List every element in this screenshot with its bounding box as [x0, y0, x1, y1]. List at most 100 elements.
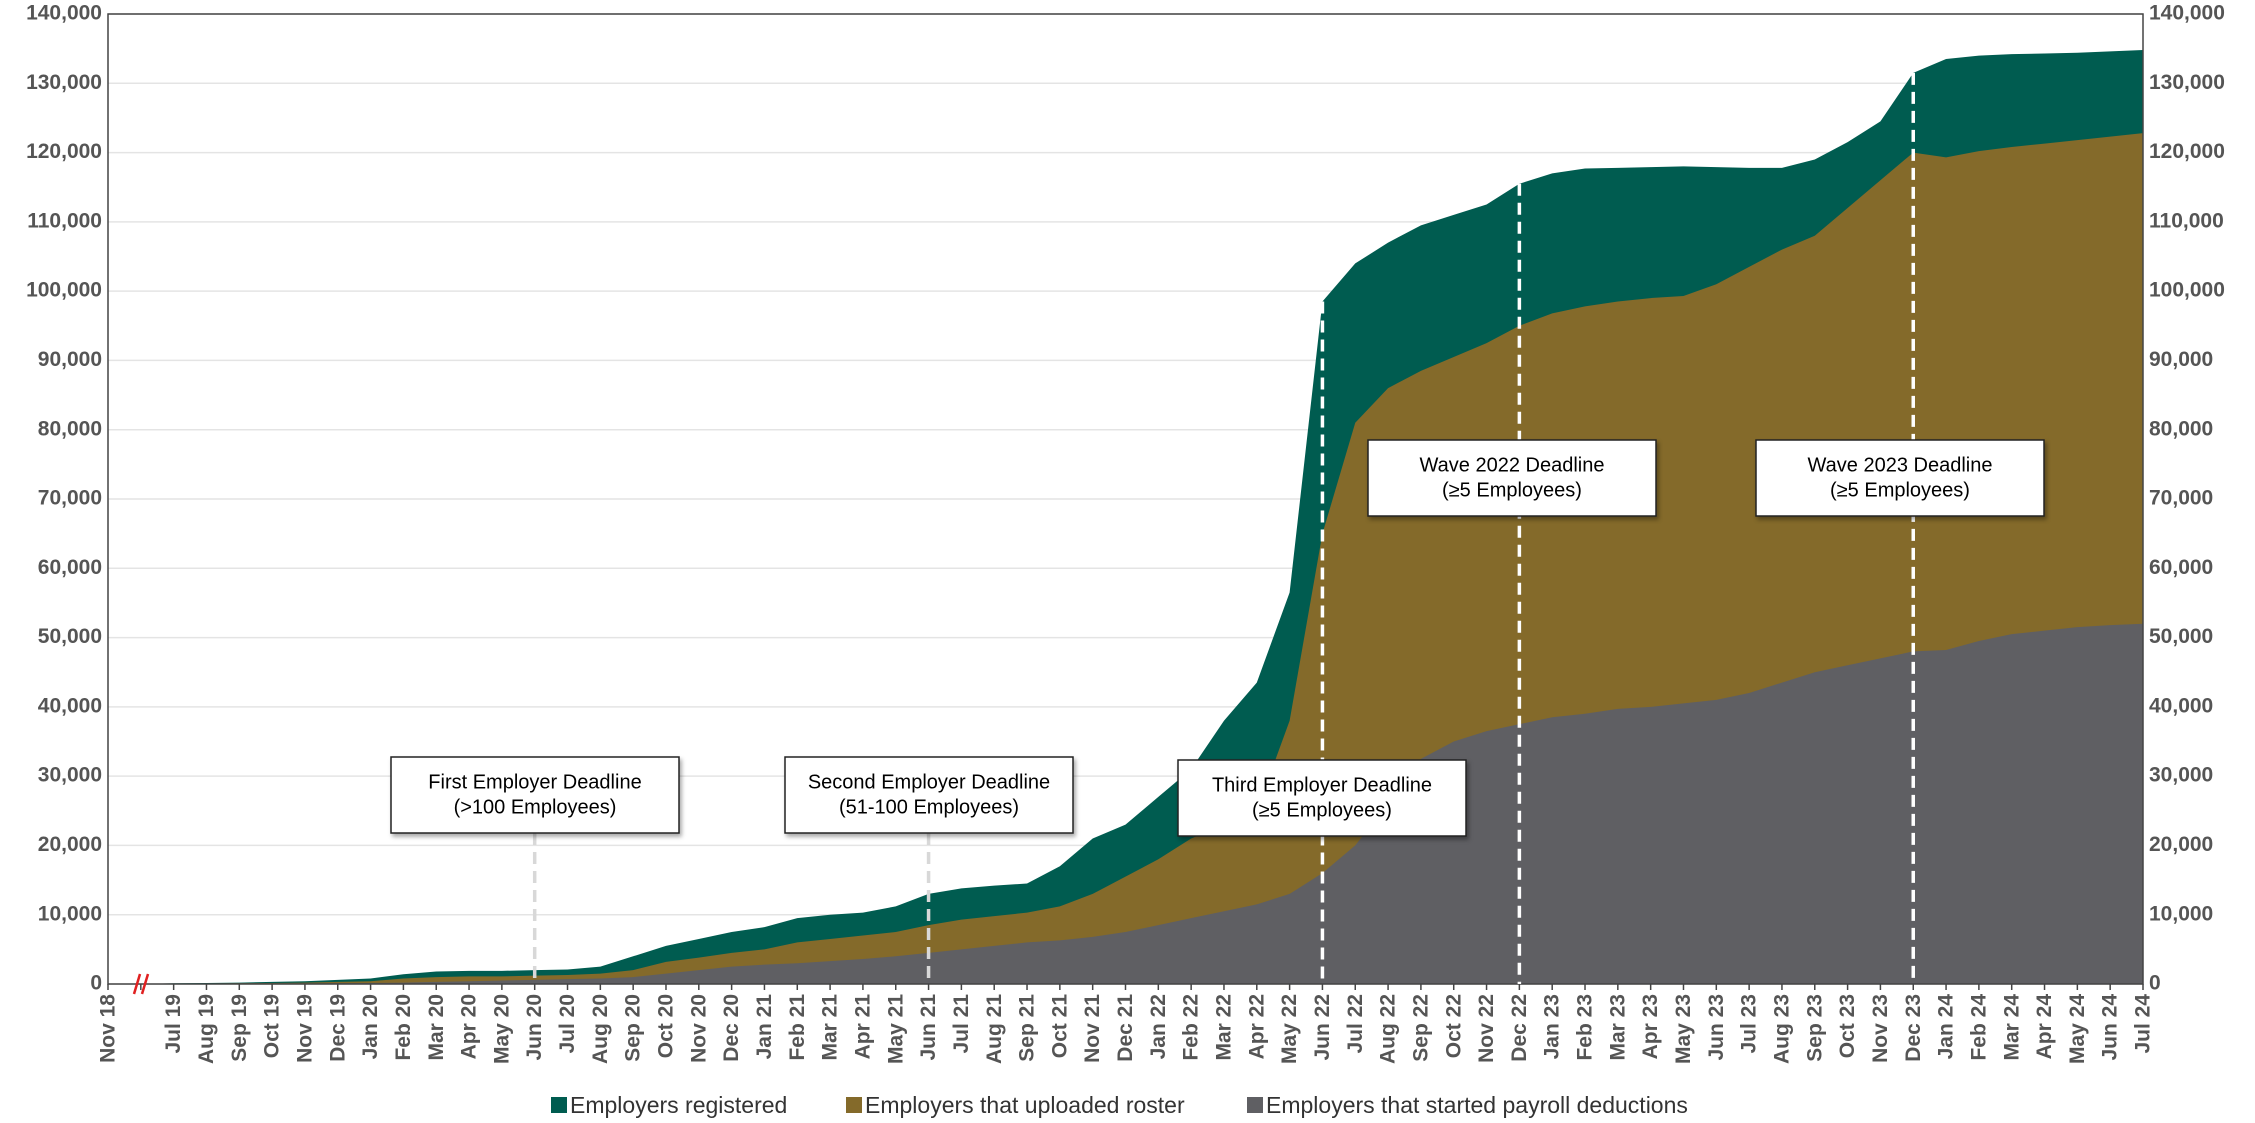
- break-mark: [140, 973, 150, 995]
- x-tick-label: Feb 20: [392, 994, 415, 1061]
- x-tick-label: Sep 19: [228, 994, 251, 1062]
- y2-tick-label: 100,000: [2149, 279, 2225, 302]
- y2-tick-label: 50,000: [2149, 625, 2213, 648]
- x-tick-label: Feb 24: [1967, 994, 1990, 1061]
- x-tick-label: May 23: [1672, 994, 1695, 1064]
- x-tick-label: Jun 21: [917, 994, 940, 1061]
- y2-tick-label: 130,000: [2149, 71, 2225, 94]
- x-tick-label: Mar 21: [819, 994, 842, 1061]
- annotation-box: [390, 756, 680, 834]
- x-tick-label: Nov 22: [1475, 994, 1498, 1063]
- annotation-text: Second Employer Deadline: [808, 771, 1050, 793]
- annotation-box: [1755, 439, 2045, 517]
- x-tick-label: Jun 22: [1311, 994, 1334, 1061]
- x-tick-label: Oct 22: [1442, 994, 1465, 1058]
- x-tick-label: Sep 20: [622, 994, 645, 1062]
- y2-tick-label: 60,000: [2149, 556, 2213, 579]
- x-tick-label: Apr 24: [2033, 994, 2056, 1060]
- legend-swatch: [551, 1097, 567, 1113]
- y2-tick-label: 20,000: [2149, 833, 2213, 856]
- x-tick-label: Dec 19: [326, 994, 349, 1062]
- legend-label: Employers that started payroll deduction…: [1266, 1092, 1688, 1118]
- y-tick-label: 140,000: [26, 2, 102, 25]
- x-tick-label: Jun 23: [1705, 994, 1728, 1061]
- x-tick-label: Sep 22: [1409, 994, 1432, 1062]
- y2-tick-label: 80,000: [2149, 417, 2213, 440]
- y-tick-label: 90,000: [38, 348, 102, 371]
- y-tick-label: 30,000: [38, 764, 102, 787]
- y-tick-label: 100,000: [26, 279, 102, 302]
- legend-label: Employers registered: [570, 1092, 787, 1118]
- x-tick-label: Nov 20: [687, 994, 710, 1063]
- x-tick-label: Mar 22: [1213, 994, 1236, 1061]
- y-tick-label: 40,000: [38, 694, 102, 717]
- x-tick-label: Nov 21: [1081, 994, 1104, 1063]
- annotation-text: Third Employer Deadline: [1212, 774, 1432, 796]
- annotation-text: First Employer Deadline: [428, 771, 641, 793]
- y-tick-label: 120,000: [26, 140, 102, 163]
- axis-break: [132, 973, 150, 995]
- y2-tick-label: 30,000: [2149, 764, 2213, 787]
- x-tick-label: Feb 23: [1574, 994, 1597, 1061]
- x-tick-label: Dec 21: [1114, 994, 1137, 1062]
- x-tick-label: Aug 23: [1770, 994, 1793, 1064]
- y2-tick-label: 90,000: [2149, 348, 2213, 371]
- x-tick-label: Jan 22: [1147, 994, 1170, 1059]
- x-tick-label: Apr 21: [851, 994, 874, 1060]
- x-tick-label: Dec 22: [1508, 994, 1531, 1062]
- annotation-text: Wave 2023 Deadline: [1808, 454, 1993, 476]
- annotation-box: [1177, 759, 1467, 837]
- x-tick-label: Oct 21: [1048, 994, 1071, 1059]
- y2-tick-label: 70,000: [2149, 487, 2213, 510]
- annotation-text: Wave 2022 Deadline: [1420, 454, 1605, 476]
- x-tick-label: Jul 20: [556, 994, 579, 1054]
- x-tick-label: Feb 21: [786, 994, 809, 1061]
- annotation-text: (≥5 Employees): [1830, 479, 1970, 501]
- x-tick-label: May 22: [1278, 994, 1301, 1064]
- x-tick-label: Jan 20: [359, 994, 382, 1059]
- y-tick-label: 0: [90, 972, 102, 995]
- y-tick-label: 50,000: [38, 625, 102, 648]
- area: [108, 623, 2143, 984]
- x-tick-label: Jul 23: [1738, 994, 1761, 1054]
- y2-tick-label: 0: [2149, 972, 2161, 995]
- x-tick-label: Mar 23: [1606, 994, 1629, 1061]
- x-tick-label: Nov 23: [1869, 994, 1892, 1063]
- x-tick-label: Aug 21: [983, 994, 1006, 1064]
- legend-label: Employers that uploaded roster: [865, 1092, 1185, 1118]
- x-tick-label: Jan 23: [1541, 994, 1564, 1059]
- x-tick-label: Dec 20: [720, 994, 743, 1062]
- y-tick-label: 110,000: [27, 209, 102, 232]
- x-tick-label: Oct 20: [655, 994, 678, 1058]
- x-tick-label: Feb 22: [1180, 994, 1203, 1061]
- annotation-text: (≥5 Employees): [1442, 479, 1582, 501]
- x-tick-label: Aug 20: [589, 994, 612, 1064]
- x-tick-label: Nov 19: [293, 994, 316, 1063]
- x-tick-label: Mar 24: [2000, 994, 2023, 1061]
- x-tick-label: Oct 19: [261, 994, 284, 1058]
- y-tick-label: 70,000: [38, 487, 102, 510]
- y-tick-label: 10,000: [38, 902, 102, 925]
- x-tick-label: Jan 24: [1935, 994, 1958, 1060]
- y2-tick-label: 140,000: [2149, 2, 2225, 25]
- annotation-box: [784, 756, 1074, 834]
- x-tick-label: May 20: [490, 994, 513, 1064]
- legend-swatch: [846, 1097, 862, 1113]
- y2-tick-label: 10,000: [2149, 902, 2213, 925]
- annotation-text: (51-100 Employees): [839, 796, 1019, 818]
- x-tick-label: Apr 20: [458, 994, 481, 1059]
- x-tick-label: Aug 22: [1377, 994, 1400, 1064]
- x-tick-label: Dec 23: [1902, 994, 1925, 1062]
- y-tick-label: 80,000: [38, 417, 102, 440]
- y-tick-label: 20,000: [38, 833, 102, 856]
- x-tick-label: Jul 21: [950, 994, 973, 1054]
- x-tick-label: Sep 23: [1803, 994, 1826, 1062]
- legend-swatch: [1247, 1097, 1263, 1113]
- x-tick-label: Sep 21: [1016, 994, 1039, 1062]
- x-tick-label: Apr 22: [1245, 994, 1268, 1059]
- x-tick-label: Jun 24: [2099, 994, 2122, 1061]
- y2-tick-label: 40,000: [2149, 694, 2213, 717]
- x-tick-label: Nov 18: [97, 994, 120, 1063]
- y-tick-label: 60,000: [38, 556, 102, 579]
